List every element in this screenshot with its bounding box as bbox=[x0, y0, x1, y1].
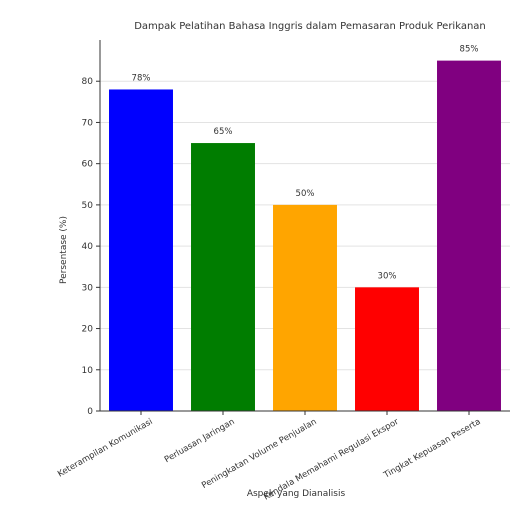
x-tick-label: Perluasan Jaringan bbox=[163, 417, 237, 465]
bar-value-label: 85% bbox=[460, 45, 479, 55]
bar-value-label: 50% bbox=[296, 189, 315, 199]
bar-2 bbox=[191, 143, 255, 412]
bars-layer bbox=[109, 60, 501, 412]
bar-3 bbox=[273, 204, 337, 411]
y-tick-label: 0 bbox=[87, 407, 93, 417]
bar-value-label: 65% bbox=[214, 127, 233, 137]
bar-value-label: 30% bbox=[378, 271, 397, 281]
x-axis-label: Aspek yang Dianalisis bbox=[247, 489, 346, 499]
y-axis-label: Persentase (%) bbox=[59, 216, 69, 284]
y-tick-label: 70 bbox=[82, 118, 94, 128]
y-tick-label: 80 bbox=[82, 77, 94, 87]
y-tick-label: 50 bbox=[82, 201, 94, 211]
x-tick-label: Keterampilan Komunikasi bbox=[56, 417, 154, 480]
axes-layer: 0 10 20 30 40 50 60 70 80 bbox=[82, 40, 510, 417]
bar-1 bbox=[109, 89, 173, 411]
bar-4 bbox=[355, 287, 419, 411]
bar-5 bbox=[437, 60, 501, 411]
y-tick-label: 40 bbox=[82, 242, 94, 252]
y-tick-label: 20 bbox=[82, 325, 94, 335]
y-tick-label: 10 bbox=[82, 366, 94, 376]
y-tick-label: 60 bbox=[82, 160, 94, 170]
bar-value-label: 78% bbox=[132, 73, 151, 83]
chart-title: Dampak Pelatihan Bahasa Inggris dalam Pe… bbox=[134, 21, 486, 32]
y-tick-label: 30 bbox=[82, 283, 94, 293]
